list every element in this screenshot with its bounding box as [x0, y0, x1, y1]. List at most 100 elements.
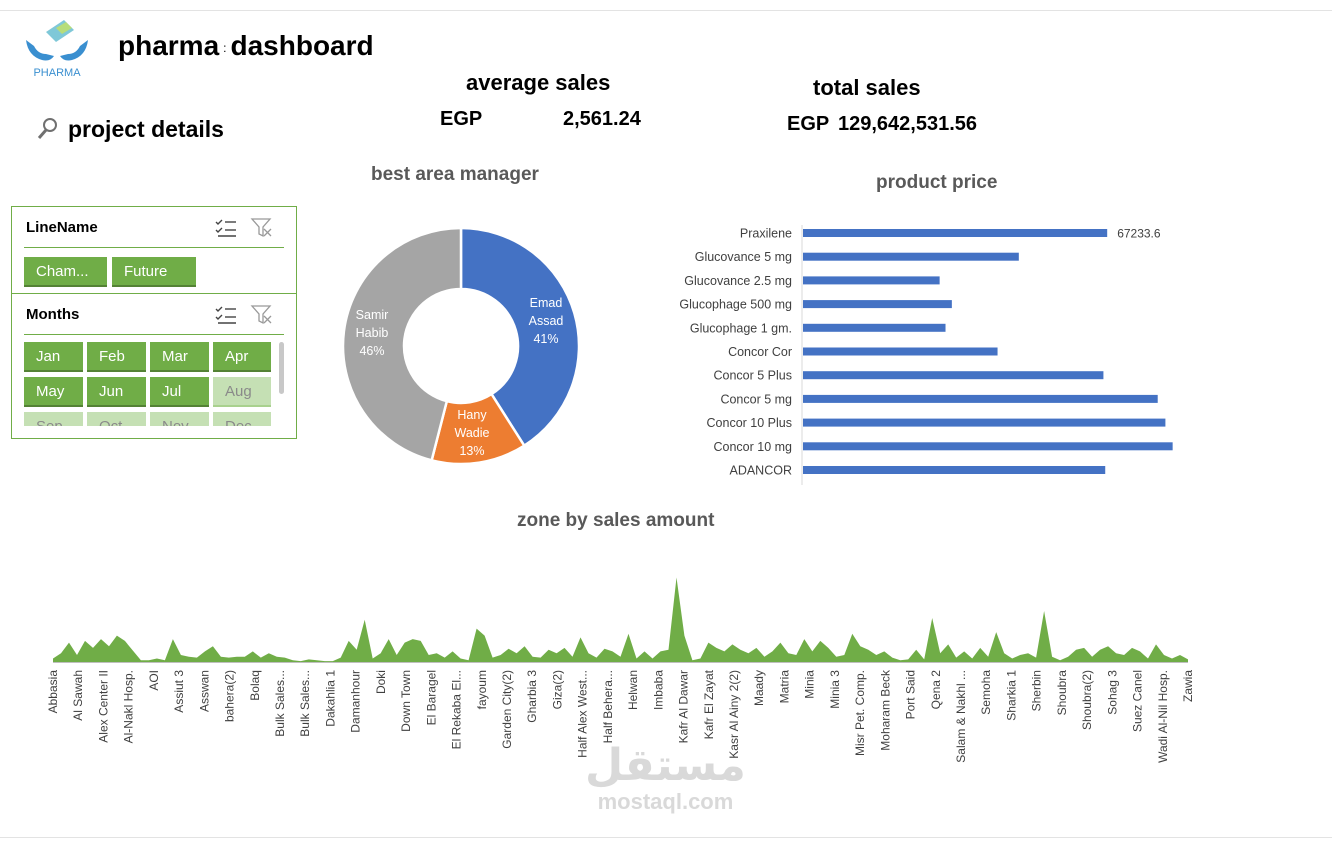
- average-sales-title: average sales: [466, 70, 611, 95]
- bar-adancor: [803, 466, 1106, 474]
- mostaql-watermark: مستقل mostaql.com: [585, 742, 746, 814]
- bar-category-label: Concor Cor: [728, 345, 792, 359]
- month-oct[interactable]: Oct: [87, 412, 146, 426]
- multi-select-icon[interactable]: [214, 217, 238, 239]
- area-tick-label: Wadi Al-Nil Hosp.: [1156, 670, 1170, 763]
- month-aug[interactable]: Aug: [213, 377, 271, 407]
- months-slicer[interactable]: Months Jan Feb Mar Apr May Jun Jul Aug S…: [11, 293, 297, 439]
- bar-category-label: ADANCOR: [729, 464, 792, 478]
- zone-sales-area: [53, 577, 1188, 662]
- bar-category-label: Praxilene: [740, 227, 792, 241]
- bar-glucovance-2-5-mg: [803, 276, 940, 285]
- area-tick-label: Helwan: [626, 670, 640, 710]
- area-tick-label: Matria: [777, 670, 791, 704]
- bar-concor-10-plus: [803, 418, 1166, 427]
- average-sales-currency: EGP: [440, 108, 483, 130]
- slicer-divider: [24, 247, 284, 248]
- title-separator: :: [223, 40, 227, 55]
- area-tick-label: Maady: [752, 670, 766, 706]
- bar-concor-5-mg: [803, 394, 1158, 403]
- bottom-border: [0, 837, 1332, 838]
- area-tick-label: Doki: [374, 670, 388, 694]
- month-jul[interactable]: Jul: [150, 377, 209, 407]
- area-tick-label: Suez Canel: [1131, 670, 1145, 732]
- bar-category-label: Concor 5 mg: [720, 392, 792, 406]
- area-tick-label: Kafr El Zayat: [702, 669, 716, 739]
- area-tick-label: Giza(2): [550, 670, 564, 709]
- bar-category-label: Glucovance 5 mg: [695, 250, 792, 264]
- area-tick-label: Dakahlia 1: [323, 670, 337, 727]
- area-tick-label: Half Alex West...: [576, 670, 590, 758]
- area-tick-label: Gharbia 3: [525, 670, 539, 723]
- bar-concor-5-plus: [803, 371, 1104, 380]
- month-may[interactable]: May: [24, 377, 83, 407]
- area-tick-label: Bulk Sales...: [298, 670, 312, 737]
- bar-praxilene: [803, 229, 1108, 237]
- area-tick-label: AOI: [147, 670, 161, 691]
- bar-glucophage-500-mg: [803, 300, 952, 309]
- area-tick-label: Imbaba: [651, 670, 665, 710]
- best-area-manager-donut: Emad Assad 41% Hany Wadie 13% Samir Habib 46%: [341, 226, 581, 466]
- project-details-label: project details: [68, 116, 224, 142]
- project-details[interactable]: project details: [36, 116, 224, 143]
- watermark-arabic: مستقل: [585, 741, 746, 790]
- area-chart-title: zone by sales amount: [517, 510, 715, 531]
- linename-slicer-header: LineName: [26, 219, 98, 236]
- area-tick-label: Assiut 3: [172, 670, 186, 713]
- area-tick-label: Port Said: [904, 670, 918, 719]
- area-tick-label: Garden City(2): [500, 670, 514, 749]
- months-items-viewport: Jan Feb Mar Apr May Jun Jul Aug Sep Oct …: [12, 342, 274, 426]
- month-sep[interactable]: Sep: [24, 412, 83, 426]
- month-dec[interactable]: Dec: [213, 412, 271, 426]
- watermark-latin: mostaql.com: [597, 789, 734, 814]
- zone-sales-area-chart: Abbasia Al Sawah Alex Center II Al-Nakl Hos…: [46, 577, 1195, 763]
- area-tick-label: Salam & Nakhl ...: [954, 670, 968, 763]
- area-tick-label: Moharam Beck: [878, 669, 892, 751]
- area-tick-label: Bulk Sales...: [273, 670, 287, 737]
- slicer-item-cham[interactable]: Cham...: [24, 257, 107, 287]
- month-apr[interactable]: Apr: [213, 342, 271, 372]
- area-tick-label: Minia 3: [828, 670, 842, 709]
- area-tick-label: bahera(2): [223, 670, 237, 722]
- area-tick-label: Al-Nakl Hosp.: [122, 670, 136, 743]
- slicer-scrollbar[interactable]: [279, 342, 284, 394]
- linename-slicer[interactable]: LineName Cham... Future: [11, 206, 297, 296]
- total-sales-value: 129,642,531.56: [838, 113, 978, 135]
- pharma-logo: PHARMA: [22, 18, 92, 80]
- month-jun[interactable]: Jun: [87, 377, 146, 407]
- clear-filter-icon[interactable]: [250, 304, 274, 326]
- month-mar[interactable]: Mar: [150, 342, 209, 372]
- area-tick-label: Qena 2: [929, 670, 943, 710]
- bar-category-label: Glucophage 1 gm.: [690, 321, 792, 335]
- area-tick-label: Semoha: [979, 670, 993, 715]
- bar-concor-cor: [803, 347, 998, 356]
- bar-glucophage-1-gm-: [803, 323, 946, 332]
- bar-category-label: Glucophage 500 mg: [679, 298, 792, 312]
- bar-data-label: 67233.6: [1117, 227, 1161, 241]
- area-tick-label: Sohag 3: [1105, 670, 1119, 715]
- area-tick-label: Alex Center II: [96, 670, 110, 743]
- bar-category-label: Concor 5 Plus: [713, 369, 792, 383]
- month-feb[interactable]: Feb: [87, 342, 146, 372]
- area-tick-label: Half Behera...: [601, 670, 615, 743]
- search-icon: [37, 118, 57, 139]
- months-slicer-header: Months: [26, 306, 80, 323]
- month-jan[interactable]: Jan: [24, 342, 83, 372]
- donut-slice-emad-assad: [459, 226, 581, 448]
- slicer-item-future[interactable]: Future: [112, 257, 196, 287]
- area-tick-label: Al Sawah: [71, 670, 85, 721]
- month-nov[interactable]: Nov: [150, 412, 209, 426]
- product-price-bar-chart: Praxilene 67233.6 Glucovance 5 mg Glucovanc…: [679, 225, 1173, 485]
- clear-filter-icon[interactable]: [250, 217, 274, 239]
- area-tick-label: fayoum: [475, 670, 489, 709]
- area-tick-label: Minia: [803, 670, 817, 699]
- bar-category-label: Glucovance 2.5 mg: [684, 274, 792, 288]
- multi-select-icon[interactable]: [214, 304, 238, 326]
- bar-chart-title: product price: [876, 172, 998, 193]
- area-tick-label: Zawia: [1181, 670, 1195, 702]
- average-sales-value: 2,561.24: [563, 108, 641, 130]
- area-tick-label: El Baragel: [424, 670, 438, 725]
- area-tick-label: Abbasia: [46, 670, 60, 714]
- area-tick-label: Shoubra: [1055, 670, 1069, 716]
- donut-slice-samir-habib: [341, 226, 463, 462]
